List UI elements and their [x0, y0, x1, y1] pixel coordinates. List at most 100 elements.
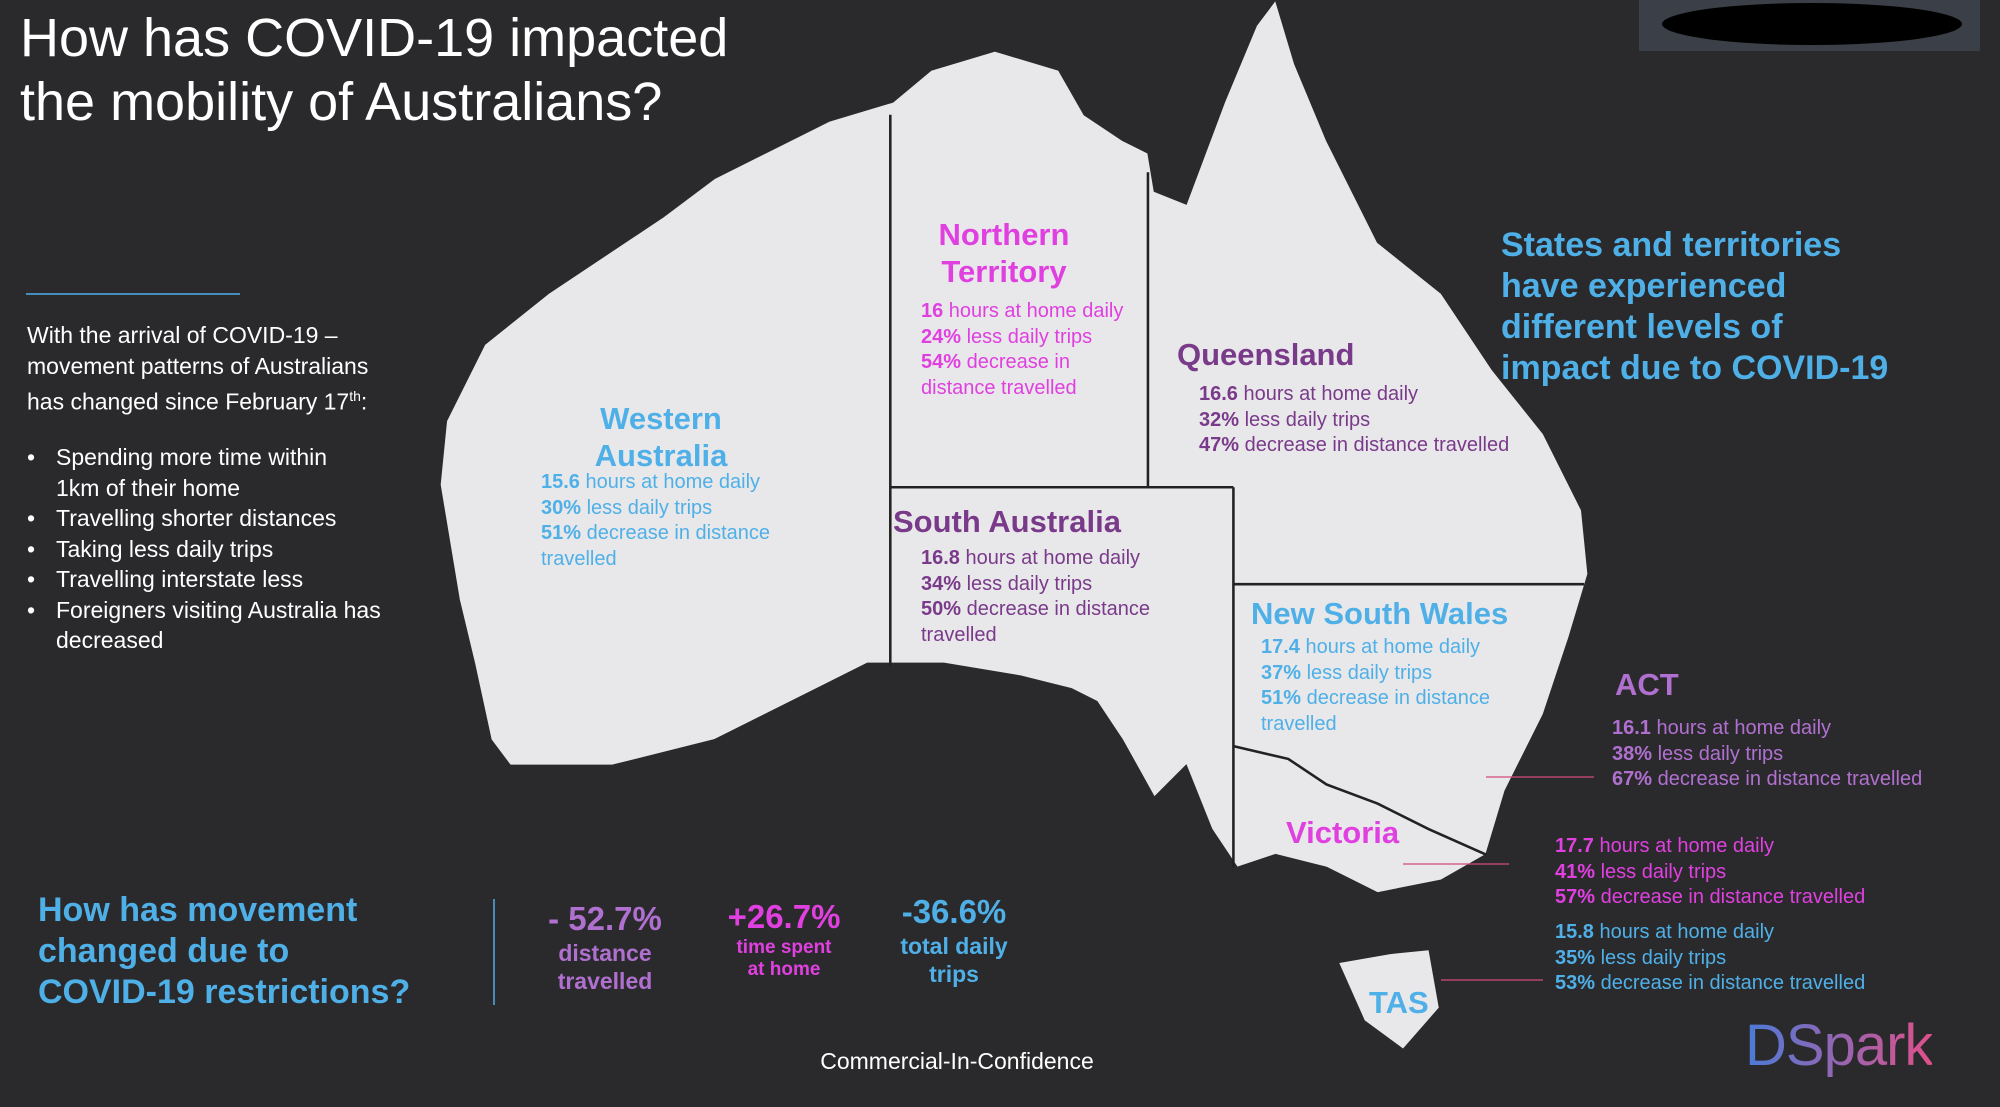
stat-text: hours at home daily [1593, 921, 1775, 943]
state-name: Queensland [1177, 336, 1354, 373]
question: How has movement changed due to COVID-19 r… [38, 890, 410, 1013]
stat-label-line: at home [747, 959, 821, 980]
heading-line: impact due to COVID-19 [1501, 349, 1889, 387]
suffix: : [360, 388, 368, 415]
stat-number: 16.8 [921, 547, 960, 569]
stat-line: 16.8 hours at home daily [921, 546, 1150, 572]
bullet-dot: • [27, 596, 36, 623]
heading-line: different levels of [1501, 308, 1783, 346]
state-name: TAS [1369, 984, 1429, 1021]
stat-text: less daily trips [1301, 661, 1433, 684]
bullet-line: • Travelling shorter distances [27, 503, 381, 534]
stat-text: less daily trips [1652, 742, 1784, 765]
state-name-line: ACT [1615, 667, 1679, 702]
state-stats: 15.8 hours at home daily 35% less daily t… [1555, 920, 1865, 997]
leader-lines [1403, 776, 1594, 981]
stat-line: 15.6 hours at home daily [541, 470, 770, 496]
state-name: South Australia [893, 503, 1121, 540]
stat-line: 30% less daily trips [541, 496, 770, 522]
stat-value: +26.7% [727, 898, 841, 935]
bullets: • Spending more time within 1km of their h… [27, 442, 381, 656]
bullet-dot: • [27, 566, 36, 592]
state-name-line: Victoria [1286, 815, 1400, 850]
logo: DSpark [1745, 1013, 1933, 1078]
state-stats: 17.7 hours at home daily 41% less daily t… [1555, 834, 1865, 911]
question-line: How has movement [38, 891, 358, 929]
summary-stat: -36.6% total daily trips [874, 892, 1034, 988]
stat-value: - 52.7% [548, 900, 662, 937]
stat-value: -36.6% [901, 893, 1007, 930]
stat-line: 15.8 hours at home daily [1555, 920, 1865, 946]
bullet-text: Spending more time within [56, 444, 328, 470]
stat-number: 24% [921, 325, 962, 348]
stat-text: less daily trips [961, 572, 1093, 595]
stat-number: 16 [921, 300, 944, 322]
intro-line: movement patterns of Australians [27, 351, 368, 382]
bullet-line: • Spending more time within [27, 442, 381, 473]
bullet-line: • Foreigners visiting Australia has [27, 595, 381, 626]
stat-label-line: time spent [736, 937, 832, 958]
stat-line: 37% less daily trips [1261, 661, 1490, 687]
stat-text: hours at home daily [1593, 835, 1775, 857]
stat-number: 32% [1199, 408, 1240, 431]
stat-number: 50% [921, 598, 962, 620]
state-stats: 16 hours at home daily 24% less daily tri… [921, 299, 1123, 401]
stat-text: decrease in distance [961, 598, 1151, 620]
state-name-line: South Australia [893, 504, 1121, 539]
intro-text: With the arrival of COVID-19 – [27, 322, 338, 348]
summary-stat: - 52.7% distance travelled [525, 899, 685, 995]
stat-line: 41% less daily trips [1555, 860, 1865, 886]
state-name-line: New South Wales [1251, 596, 1509, 631]
bullet-text: Foreigners visiting Australia has [56, 596, 381, 623]
stat-number: 15.6 [541, 471, 580, 493]
stat-line: 16 hours at home daily [921, 299, 1123, 325]
stat-line: 35% less daily trips [1555, 946, 1865, 972]
title: How has COVID-19 impacted the mobility of… [20, 6, 728, 134]
stat-text: hours at home daily [959, 547, 1141, 569]
bullet-text: 1km of their home [56, 474, 241, 501]
stat-line: 53% decrease in distance travelled [1555, 971, 1865, 997]
intro-line: With the arrival of COVID-19 – [27, 320, 368, 351]
stat-text: hours at home daily [943, 300, 1124, 322]
stat-line: 16.6 hours at home daily [1199, 382, 1509, 408]
state-stats: 16.1 hours at home daily 38% less daily t… [1612, 716, 1922, 793]
state-name: ACT [1615, 666, 1679, 703]
stat-label: time spent at home [704, 937, 864, 981]
stat-line: 16.1 hours at home daily [1612, 716, 1922, 742]
stat-line: 57% decrease in distance travelled [1555, 885, 1865, 911]
stat-text: decrease in distance travelled [1595, 886, 1866, 908]
stat-number: 16.1 [1612, 717, 1651, 739]
state-name-line: TAS [1369, 985, 1429, 1020]
stat-text: distance travelled [921, 376, 1077, 399]
stat-text: decrease in distance travelled [1595, 972, 1866, 994]
mainland [439, 0, 1589, 894]
stat-number: 16.6 [1199, 383, 1238, 405]
state-stats: 16.8 hours at home daily 34% less daily t… [921, 546, 1150, 648]
state-name-line: Western [600, 401, 722, 436]
state-name: Victoria [1286, 814, 1399, 851]
stat-text: less daily trips [581, 496, 713, 519]
stat-line: 17.4 hours at home daily [1261, 635, 1490, 661]
stat-text: decrease in distance [1301, 687, 1491, 709]
bullet-dot: • [27, 444, 36, 470]
stat-number: 34% [921, 572, 962, 595]
stat-line: 67% decrease in distance travelled [1612, 767, 1922, 793]
bullet-text: Taking less daily trips [56, 535, 274, 562]
state-stats: 17.4 hours at home daily 37% less daily t… [1261, 635, 1490, 737]
bullet-text: Travelling interstate less [56, 566, 304, 592]
question-line: changed due to [38, 932, 290, 970]
state-stats: 15.6 hours at home daily 30% less daily t… [541, 470, 770, 572]
intro-line: has changed since February 17th: [27, 381, 368, 417]
stat-text: hours at home daily [579, 471, 761, 493]
stat-line: travelled [1261, 712, 1490, 738]
stat-line: 38% less daily trips [1612, 742, 1922, 768]
heading-line: States and territories [1501, 226, 1842, 264]
stat-line: 34% less daily trips [921, 572, 1150, 598]
stat-number: 17.4 [1261, 636, 1300, 658]
stat-text: decrease in distance travelled [1239, 434, 1510, 456]
stat-number: 17.7 [1555, 835, 1594, 857]
stat-line: travelled [541, 547, 770, 573]
stat-line: 51% decrease in distance [1261, 686, 1490, 712]
stat-text: less daily trips [1595, 946, 1727, 969]
